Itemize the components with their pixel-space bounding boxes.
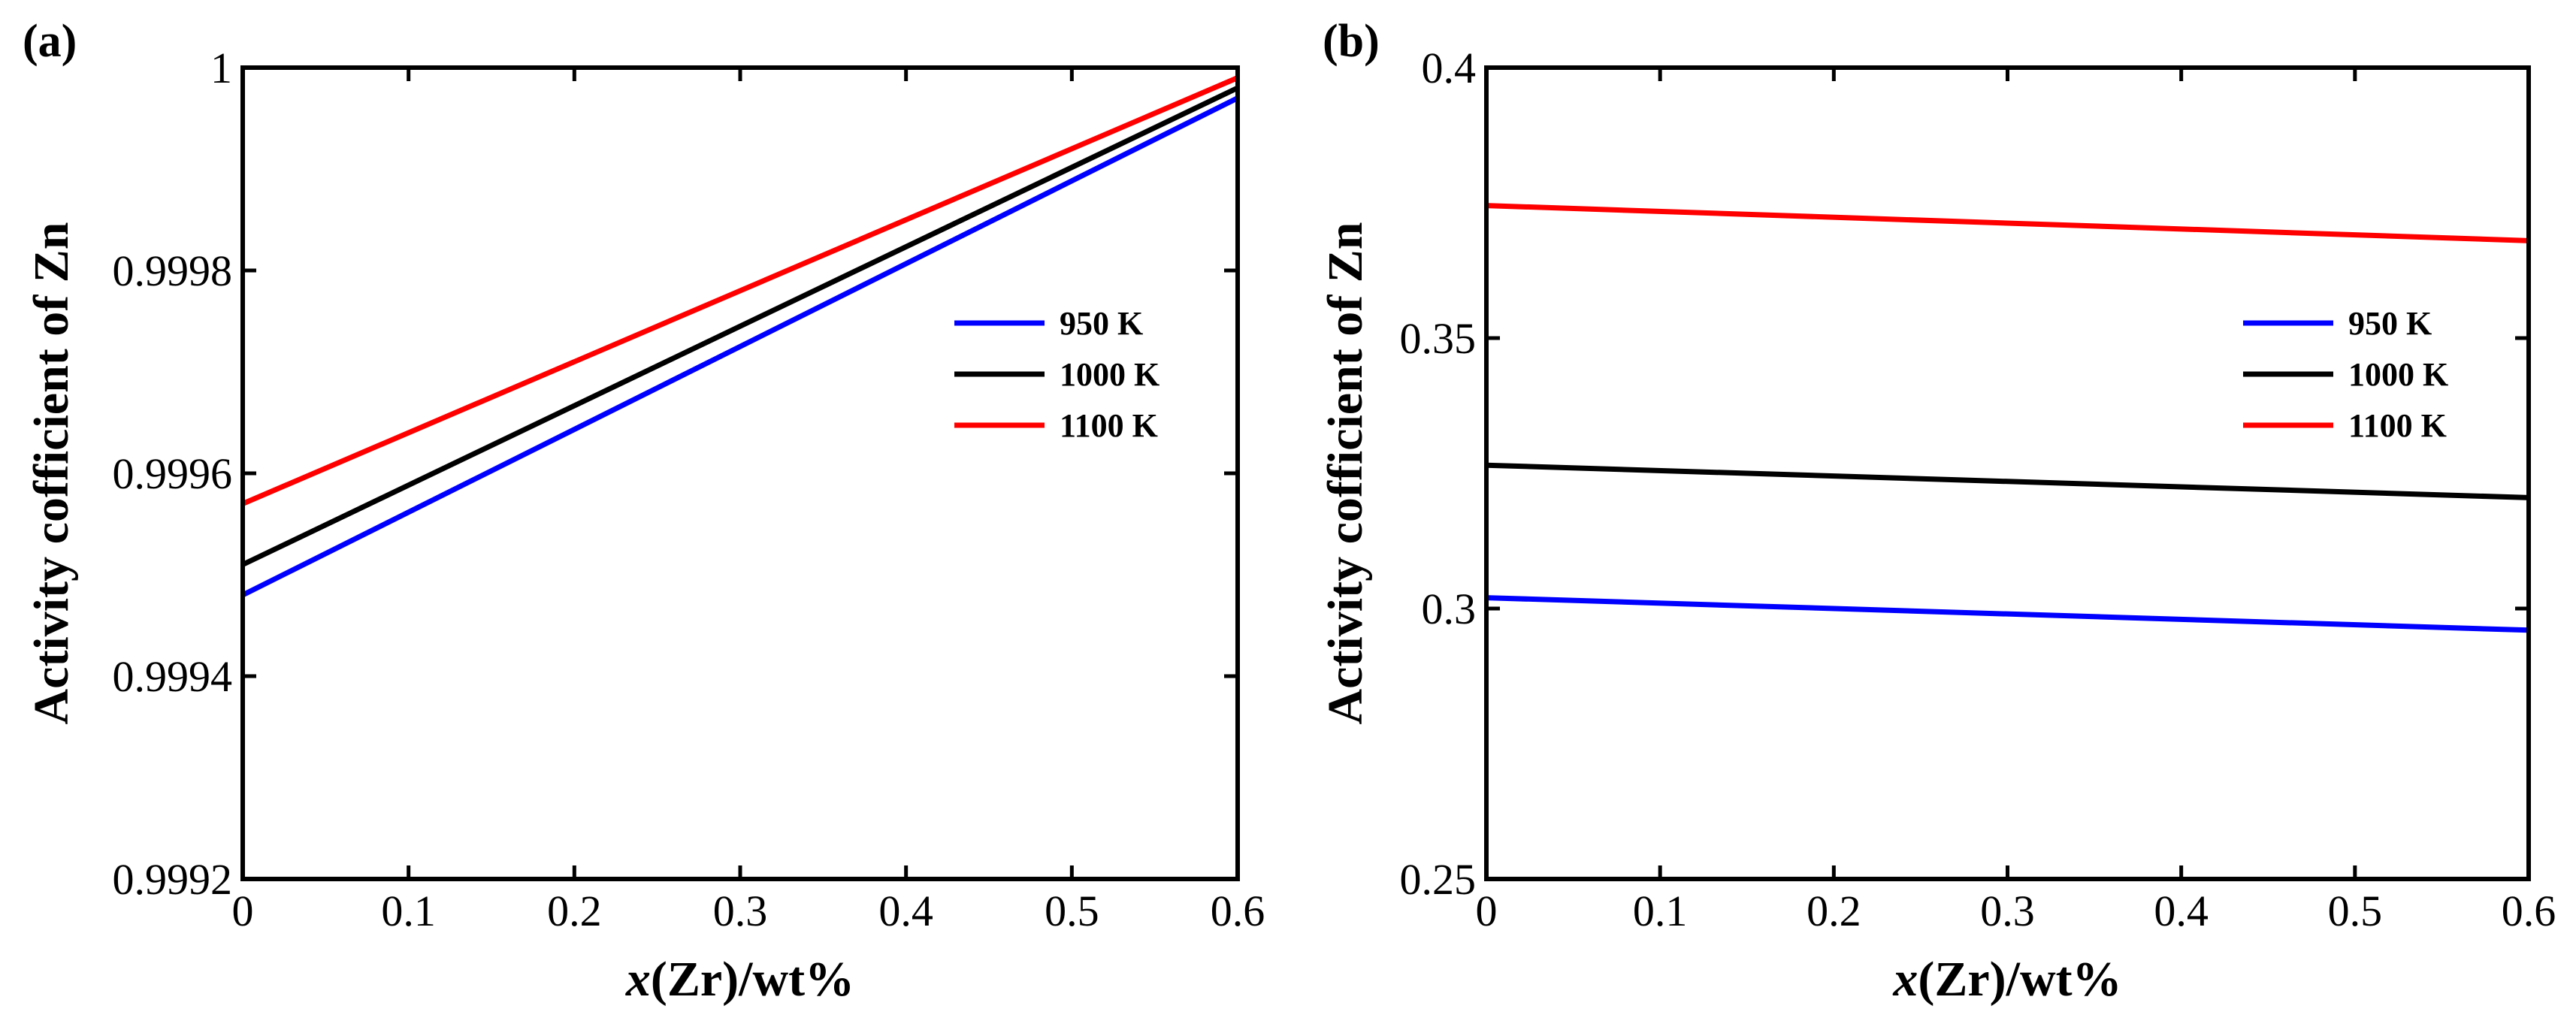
x-tick-label: 0.1	[381, 887, 436, 935]
y-tick-label: 0.9994	[113, 652, 233, 701]
x-tick-label: 0.3	[713, 887, 768, 935]
y-tick-label: 0.35	[1400, 314, 1477, 363]
legend-label: 1000 K	[2348, 356, 2448, 393]
series-line-950-k	[1486, 595, 2529, 633]
x-tick-label: 0.3	[1980, 887, 2035, 935]
x-axis-label-rest: (Zr)/wt%	[651, 952, 854, 1007]
series-line-1000-k	[241, 85, 1239, 567]
y-tick-label: 0.9998	[113, 246, 233, 295]
plot-frame	[240, 65, 1240, 881]
chart-panel-b: (b) 0 0.1 0.2 0.3 0.4 0.5 0.6 0.25 0.3 0.35 0.4 x(Zr…	[1318, 16, 2556, 1007]
x-tick-label: 0	[1476, 887, 1498, 935]
plot-frame	[1484, 65, 2531, 881]
x-tick-label: 0.5	[1045, 887, 1099, 935]
legend-label: 1100 K	[1060, 407, 1158, 444]
legend-label: 950 K	[1060, 305, 1143, 342]
x-axis-label: x(Zr)/wt%	[625, 952, 854, 1007]
series-line-1100-k	[1486, 203, 2529, 243]
series-line-950-k	[241, 95, 1239, 598]
y-tick-label: 0.9996	[113, 449, 233, 498]
series-line-1000-k	[1486, 462, 2529, 500]
x-tick-label: 0.4	[2154, 887, 2209, 935]
x-axis-label: x(Zr)/wt%	[1892, 952, 2121, 1007]
legend-label: 1100 K	[2348, 407, 2447, 444]
x-tick-label: 0.6	[1211, 887, 1265, 935]
x-tick-label: 0.2	[1807, 887, 1861, 935]
y-tick-label: 0.3	[1422, 584, 1477, 633]
x-tick-label: 0.1	[1633, 887, 1688, 935]
legend: 950 K 1000 K 1100 K	[954, 305, 1160, 444]
x-axis-label-rest: (Zr)/wt%	[1918, 952, 2121, 1007]
x-tick-label: 0.2	[547, 887, 602, 935]
y-axis-label: Activity cofficient of Zn	[1318, 222, 1373, 725]
y-tick-label: 0.9992	[113, 855, 233, 904]
x-tick-label: 0.4	[878, 887, 933, 935]
x-axis-label-italic: x	[625, 952, 651, 1007]
y-tick-label: 0.4	[1422, 44, 1477, 92]
x-tick-label: 0.6	[2502, 887, 2556, 935]
legend-label: 1000 K	[1060, 356, 1160, 393]
legend-label: 950 K	[2348, 305, 2432, 342]
x-tick-label: 0	[232, 887, 254, 935]
x-tick-label: 0.5	[2328, 887, 2383, 935]
legend: 950 K 1000 K 1100 K	[2243, 305, 2448, 444]
y-tick-label: 1	[210, 44, 232, 92]
series-line-1100-k	[241, 75, 1239, 506]
y-axis-label: Activity cofficient of Zn	[24, 222, 79, 725]
panel-label: (a)	[23, 16, 77, 67]
y-tick-label: 0.25	[1400, 855, 1477, 904]
x-axis-label-italic: x	[1892, 952, 1918, 1007]
panel-label: (b)	[1323, 16, 1380, 67]
chart-panel-a: (a) 0 0.1 0.2 0.3 0.4 0.5 0.6 0.9992 0.9994 0.9996…	[23, 16, 1265, 1007]
